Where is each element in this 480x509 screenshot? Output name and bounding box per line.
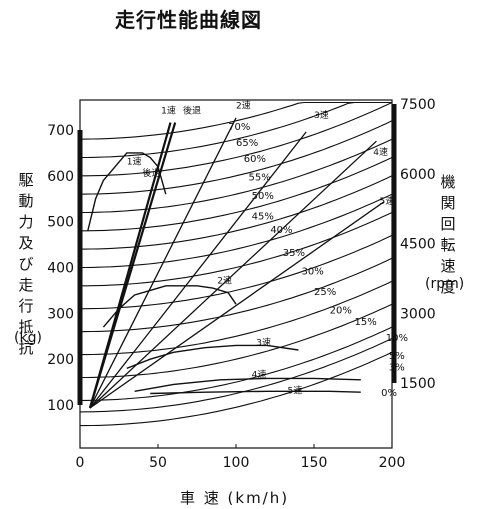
y-tick-label: 700	[47, 123, 74, 139]
gear-label: 4速	[373, 147, 388, 158]
gear-label: 2速	[236, 101, 251, 112]
left-axis-unit: (kg)	[14, 330, 42, 346]
resistance-curve	[79, 101, 392, 140]
curve-label: 10%	[386, 333, 408, 344]
y-tick-label: 100	[47, 398, 74, 414]
right-axis-title: 機関回転速度	[440, 173, 456, 296]
engine-speed-line	[88, 122, 177, 409]
y-tick-label: 300	[47, 306, 74, 322]
curve-label: 20%	[330, 305, 352, 316]
curve-label: 0%	[381, 388, 397, 399]
curve-label: 60%	[244, 154, 266, 165]
gear-label: 5速	[287, 386, 302, 397]
rpm-tick-label: 4500	[400, 237, 436, 253]
rpm-tick-label: 1500	[400, 376, 436, 392]
curve-label: 15%	[355, 317, 377, 328]
curve-label: 65%	[236, 138, 258, 149]
resistance-curve	[80, 157, 393, 232]
driving-force-curve	[87, 152, 167, 231]
curve-label: 30%	[302, 266, 324, 277]
resistance-curve	[80, 303, 393, 379]
driving-force-curve	[150, 390, 361, 395]
resistance-curve	[80, 102, 393, 177]
driving-force-curve	[126, 344, 299, 369]
gear-label: 5速	[380, 196, 395, 207]
resistance-curve	[80, 101, 392, 159]
resistance-curve	[79, 120, 393, 195]
x-tick-label: 100	[223, 455, 250, 471]
engine-speed-line	[89, 131, 307, 409]
gear-label: 4速	[252, 370, 267, 381]
y-tick-label: 600	[47, 169, 74, 185]
gear-label: 1速	[161, 105, 176, 116]
resistance-curve	[79, 338, 393, 413]
gear-label: 2速	[217, 276, 232, 287]
resistance-curve	[80, 212, 393, 287]
gear-label: 3速	[314, 110, 329, 121]
chart-title: 走行性能曲線図	[115, 8, 262, 32]
curve-label: 55%	[248, 172, 270, 183]
driving-force-curve	[102, 285, 237, 328]
rpm-tick-label: 7500	[400, 97, 436, 113]
gear-label: 後退	[142, 167, 160, 179]
y-tick-label: 200	[47, 352, 74, 368]
resistance-curve	[79, 234, 393, 310]
gear-label: 1速	[127, 156, 142, 167]
resistance-curve	[80, 138, 393, 214]
engine-speed-line	[89, 201, 385, 409]
gear-label: 後退	[183, 104, 201, 116]
curve-label: 50%	[252, 191, 274, 202]
curve-label: 45%	[252, 211, 274, 222]
rpm-tick-label: 3000	[400, 306, 436, 322]
engine-speed-line	[89, 140, 377, 409]
curve-label: 35%	[283, 248, 305, 259]
curve-label: 70%	[228, 122, 250, 133]
engine-speed-line	[89, 117, 237, 409]
x-tick-label: 150	[301, 455, 328, 471]
curve-label: 40%	[270, 225, 292, 236]
rpm-tick-label: 6000	[400, 167, 436, 183]
resistance-curve	[79, 175, 393, 250]
gear-label: 3速	[256, 337, 271, 348]
resistance-curve	[80, 351, 393, 427]
x-tick-label: 0	[76, 455, 85, 471]
left-axis-title: 駆動力 及び 走行抵抗	[18, 171, 34, 357]
right-axis-unit: (rpm)	[425, 276, 465, 292]
curve-label: 3%	[389, 363, 405, 374]
x-tick-label: 50	[149, 455, 167, 471]
y-tick-label: 500	[47, 215, 74, 231]
x-tick-label: 200	[379, 455, 406, 471]
resistance-curve	[80, 280, 393, 356]
curve-label: 25%	[314, 287, 336, 298]
y-tick-label: 400	[47, 261, 74, 277]
driving-force-curve	[134, 377, 361, 392]
curve-label: 5%	[389, 351, 405, 362]
resistance-curve	[80, 326, 393, 401]
x-axis-title: 車 速 (km/h)	[180, 489, 290, 507]
resistance-curve	[79, 257, 393, 333]
